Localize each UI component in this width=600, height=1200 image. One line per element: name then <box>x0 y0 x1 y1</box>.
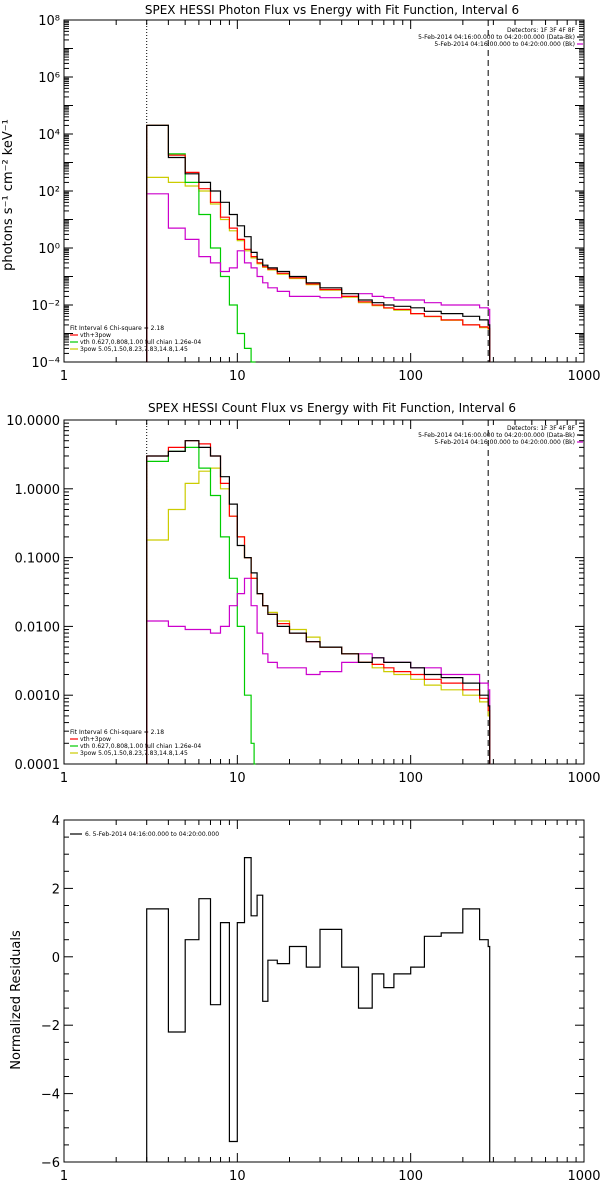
legend-top-left: 6. 5-Feb-2014 04:16:00.000 to 04:20:00.0… <box>85 831 219 838</box>
legend-bk: 5-Feb-2014 04:16:00.000 to 04:20:00.000 … <box>434 41 575 48</box>
y-tick-label: 0 <box>52 951 60 966</box>
legend-data-bk: 5-Feb-2014 04:16:00.000 to 04:20:00.000 … <box>418 34 575 41</box>
plot-frame <box>63 419 585 765</box>
residuals-chart: Normalized Residuals 6. 5-Feb-2014 04:16… <box>9 814 600 1184</box>
y-tick-label: 10⁶ <box>38 71 60 86</box>
legend-bottom-left: Fit Interval 6 Chi-square = 2.18 vth+3po… <box>70 325 201 353</box>
series-vth <box>146 446 256 765</box>
y-tick-label: 10⁻² <box>31 299 60 314</box>
x-tick-label: 100 <box>398 771 423 786</box>
x-tick-label: 100 <box>398 369 423 384</box>
series-5-feb-2014-04-16-00-000-to-04-20-00-000-data-bk <box>146 124 491 362</box>
series-vth-3pow <box>146 124 491 362</box>
y-tick-label: 2 <box>52 882 60 897</box>
legend-fit-interval: Fit Interval 6 Chi-square = 2.18 <box>70 325 164 332</box>
y-tick-label: 10⁰ <box>38 242 60 257</box>
y-tick-label: 10⁻⁴ <box>31 356 60 371</box>
y-tick-label: 1.0000 <box>15 483 61 498</box>
legend-vth3pow: vth+3pow <box>80 736 111 743</box>
chart-title: SPEX HESSI Count Flux vs Energy with Fit… <box>148 401 516 415</box>
legend-residual-series: 6. 5-Feb-2014 04:16:00.000 to 04:20:00.0… <box>85 831 219 838</box>
series-3pow <box>146 176 491 362</box>
legend-vth: vth 0.627,0.808,1.00 full chian 1.26e-04 <box>80 339 201 346</box>
y-tick-label: 0.1000 <box>15 552 61 567</box>
x-tick-label: 1 <box>60 1169 68 1184</box>
legend-vth: vth 0.627,0.808,1.00 full chian 1.26e-04 <box>80 743 201 750</box>
x-tick-label: 1 <box>60 771 68 786</box>
legend-vth3pow: vth+3pow <box>80 332 111 339</box>
series-5-feb-2014-04-16-00-000-to-04-20-00-000-bk <box>146 193 491 362</box>
y-tick-label: 4 <box>52 814 60 829</box>
y-tick-label: 0.0001 <box>15 758 61 773</box>
y-tick-label: 0.0100 <box>15 620 61 635</box>
series-6-5-feb-2014-04-16-00-000-to-04-20-00-000 <box>146 857 491 1162</box>
series-3pow <box>146 467 491 764</box>
x-tick-label: 1000 <box>567 1169 600 1184</box>
count-flux-chart: SPEX HESSI Count Flux vs Energy with Fit… <box>6 401 600 786</box>
y-tick-label: 10.0000 <box>6 414 60 429</box>
legend-bk: 5-Feb-2014 04:16:00.000 to 04:20:00.000 … <box>434 439 575 446</box>
y-tick-label: 10⁴ <box>38 128 60 143</box>
y-tick-label: −6 <box>41 1156 60 1171</box>
x-tick-label: 10 <box>229 1169 246 1184</box>
y-tick-label: −2 <box>41 1019 60 1034</box>
y-tick-label: −4 <box>41 1088 60 1103</box>
x-tick-label: 100 <box>398 1169 423 1184</box>
legend-3pow: 3pow 5.05,1.50,8.23,7.83,14.8,1.45 <box>80 346 188 353</box>
x-tick-label: 1000 <box>567 771 600 786</box>
x-tick-label: 1000 <box>567 369 600 384</box>
legend-detectors: Detectors: 1F 3F 4F 8F <box>507 425 576 432</box>
y-tick-label: 10² <box>38 185 60 200</box>
plot-frame <box>63 819 585 1163</box>
legend-bottom-left: Fit Interval 6 Chi-square = 2.18 vth+3po… <box>70 729 201 757</box>
series-vth <box>146 124 256 363</box>
legend-top-right: Detectors: 1F 3F 4F 8F 5-Feb-2014 04:16:… <box>418 27 575 48</box>
legend-fit-interval: Fit Interval 6 Chi-square = 2.18 <box>70 729 164 736</box>
plot-frame <box>63 19 585 363</box>
chart-title: SPEX HESSI Photon Flux vs Energy with Fi… <box>145 3 519 17</box>
x-tick-label: 10 <box>229 369 246 384</box>
y-axis-label: photons s⁻¹ cm⁻² keV⁻¹ <box>1 119 16 271</box>
x-tick-label: 10 <box>229 771 246 786</box>
legend-top-right: Detectors: 1F 3F 4F 8F 5-Feb-2014 04:16:… <box>418 425 575 446</box>
legend-data-bk: 5-Feb-2014 04:16:00.000 to 04:20:00.000 … <box>418 432 575 439</box>
y-tick-label: 0.0010 <box>15 689 61 704</box>
legend-detectors: Detectors: 1F 3F 4F 8F <box>507 27 576 34</box>
series-5-feb-2014-04-16-00-000-to-04-20-00-000-data-bk <box>146 440 491 764</box>
photon-flux-chart: SPEX HESSI Photon Flux vs Energy with Fi… <box>1 3 600 384</box>
series-5-feb-2014-04-16-00-000-to-04-20-00-000-bk <box>146 577 491 764</box>
x-tick-label: 1 <box>60 369 68 384</box>
y-axis-label: Normalized Residuals <box>9 930 24 1070</box>
legend-3pow: 3pow 5.05,1.50,8.23,7.83,14.8,1.45 <box>80 750 188 757</box>
y-tick-label: 10⁸ <box>38 14 60 29</box>
series-vth-3pow <box>146 440 491 764</box>
